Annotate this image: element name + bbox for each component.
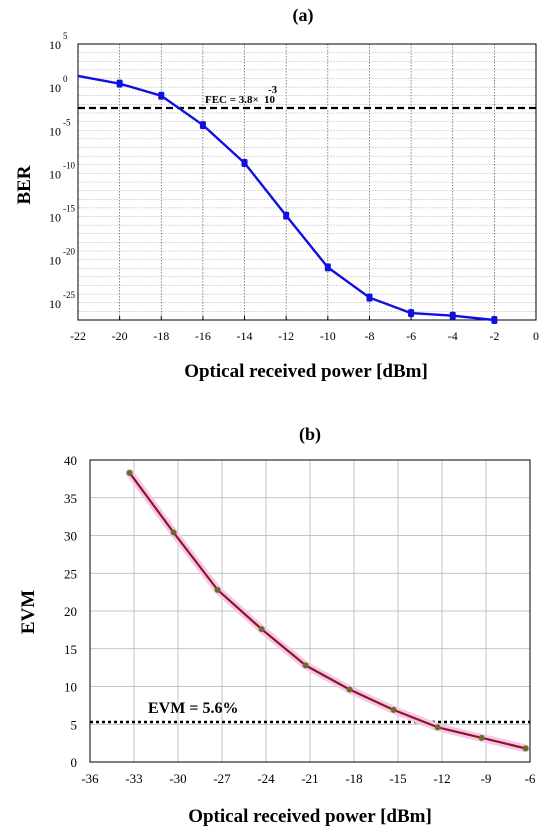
- panel-b-x-ticks: -36 -33 -30 -27 -24 -21 -18 -15 -12 -9 -6: [81, 771, 536, 786]
- fec-threshold-label: FEC = 3.8× 10 -3: [205, 84, 278, 106]
- panel-a-x-tick-label: -4: [448, 329, 458, 343]
- panel-b-data-point: [346, 686, 353, 693]
- panel-a-data-point: [324, 263, 331, 272]
- panel-a-data-point: [241, 159, 248, 168]
- panel-b-x-tick-label: -18: [345, 771, 362, 786]
- panel-a-y-tick-base: 10: [49, 297, 61, 311]
- panel-b-y-tick-label: 5: [71, 717, 78, 732]
- panel-b-data-point: [302, 662, 309, 669]
- panel-a-y-axis-label: BER: [14, 165, 35, 204]
- panel-a-y-tick-exponent: -20: [63, 247, 75, 257]
- panel-a-x-tick-label: -10: [320, 329, 336, 343]
- panel-a-data-point: [158, 91, 165, 100]
- fec-label-base: 10: [264, 94, 276, 106]
- panel-a-data-point: [408, 309, 415, 318]
- panel-b-data-point: [214, 586, 221, 593]
- panel-b-x-tick-label: -30: [169, 771, 186, 786]
- panel-b-x-tick-label: -33: [125, 771, 142, 786]
- panel-a-y-tick-exponent: -10: [63, 160, 75, 170]
- evm-threshold-label: EVM = 5.6%: [148, 700, 238, 717]
- panel-a-x-tick-label: -6: [406, 329, 416, 343]
- panel-b-data-point: [170, 529, 177, 536]
- panel-a-x-tick-label: -18: [153, 329, 169, 343]
- panel-b-y-tick-label: 15: [64, 642, 77, 657]
- panel-b-x-tick-label: -6: [525, 771, 536, 786]
- panel-a-series: [77, 74, 498, 324]
- panel-a-data-point: [199, 121, 206, 130]
- panel-a-x-tick-label: -2: [489, 329, 499, 343]
- panel-a-x-tick-label: -20: [112, 329, 128, 343]
- panel-b-x-tick-label: -27: [213, 771, 231, 786]
- fec-label-text: FEC = 3.8×: [205, 94, 259, 106]
- panel-b-x-tick-label: -24: [257, 771, 275, 786]
- panel-b-y-tick-label: 35: [64, 491, 77, 506]
- panel-a-x-tick-label: -22: [70, 329, 86, 343]
- panel-b-y-tick-label: 40: [64, 453, 77, 468]
- panel-b-title: (b): [299, 424, 321, 445]
- panel-b: (b) -36 -33 -30 -27 -24 -21 -18 -15 -12 -9 -6 0 5 10…: [18, 424, 536, 827]
- panel-b-data-point: [126, 469, 133, 476]
- panel-b-y-tick-label: 20: [64, 604, 77, 619]
- panel-b-y-axis-label: EVM: [18, 590, 39, 634]
- panel-b-data-point: [522, 745, 529, 752]
- fec-label-exponent: -3: [268, 84, 278, 96]
- panel-a-y-tick-base: 10: [49, 211, 61, 225]
- panel-a-x-tick-label: -14: [237, 329, 253, 343]
- panel-a-y-tick-exponent: -5: [63, 117, 71, 127]
- panel-a-x-ticks: -22 -20 -18 -16 -14 -12 -10 -8 -6 -4 -2 0: [70, 316, 539, 343]
- panel-a-y-tick-exponent: 5: [63, 31, 68, 41]
- panel-b-x-tick-label: -21: [301, 771, 318, 786]
- panel-a-data-point: [116, 79, 123, 88]
- panel-b-x-tick-label: -15: [389, 771, 406, 786]
- panel-a-x-tick-label: -8: [364, 329, 374, 343]
- panel-a-title: (a): [293, 5, 314, 26]
- panel-a-data-point: [283, 211, 290, 220]
- panel-a-plot-frame: [77, 43, 537, 321]
- panel-a-data-point: [449, 311, 456, 320]
- panel-b-plot-frame: [89, 459, 531, 763]
- panel-a-x-tick-label: 0: [533, 329, 539, 343]
- panel-a-y-tick-base: 10: [49, 254, 61, 268]
- panel-a-y-tick-base: 10: [49, 167, 61, 181]
- panel-a-x-tick-label: -16: [195, 329, 211, 343]
- panel-b-x-tick-label: -9: [481, 771, 492, 786]
- panel-b-x-tick-label: -36: [81, 771, 99, 786]
- panel-a-y-tick-base: 10: [49, 81, 61, 95]
- panel-a-y-tick-base: 10: [49, 124, 61, 138]
- panel-b-y-tick-label: 10: [64, 680, 77, 695]
- panel-b-y-tick-label: 30: [64, 529, 77, 544]
- panel-a-data-point: [366, 293, 373, 302]
- panel-a-x-tick-label: -12: [278, 329, 294, 343]
- panel-b-data-point: [478, 734, 485, 741]
- panel-b-series: [125, 468, 530, 753]
- panel-b-y-ticks: 0 5 10 15 20 25 30 35 40: [64, 453, 77, 770]
- panel-b-x-axis-label: Optical received power [dBm]: [188, 806, 432, 827]
- panel-a-x-axis-label: Optical received power [dBm]: [184, 361, 428, 382]
- panel-a-data-point: [491, 316, 498, 324]
- panel-b-y-tick-label: 25: [64, 566, 77, 581]
- panel-a-y-tick-exponent: 0: [63, 74, 68, 84]
- panel-a-y-tick-exponent: -15: [63, 204, 75, 214]
- panel-b-data-point: [258, 626, 265, 633]
- panel-a: (a) -22 -20 -18 -16 -14 -12 -10 -8 -6 -4 -2 0 10510…: [14, 5, 539, 382]
- panel-b-data-point: [390, 706, 397, 713]
- panel-a-y-tick-exponent: -25: [63, 290, 75, 300]
- panel-b-x-tick-label: -12: [433, 771, 450, 786]
- panel-a-y-tick-base: 10: [49, 38, 61, 52]
- panel-b-data-point: [434, 724, 441, 731]
- panel-a-grid: [78, 43, 536, 321]
- panel-b-series-line: [128, 472, 526, 750]
- panel-b-y-tick-label: 0: [71, 755, 78, 770]
